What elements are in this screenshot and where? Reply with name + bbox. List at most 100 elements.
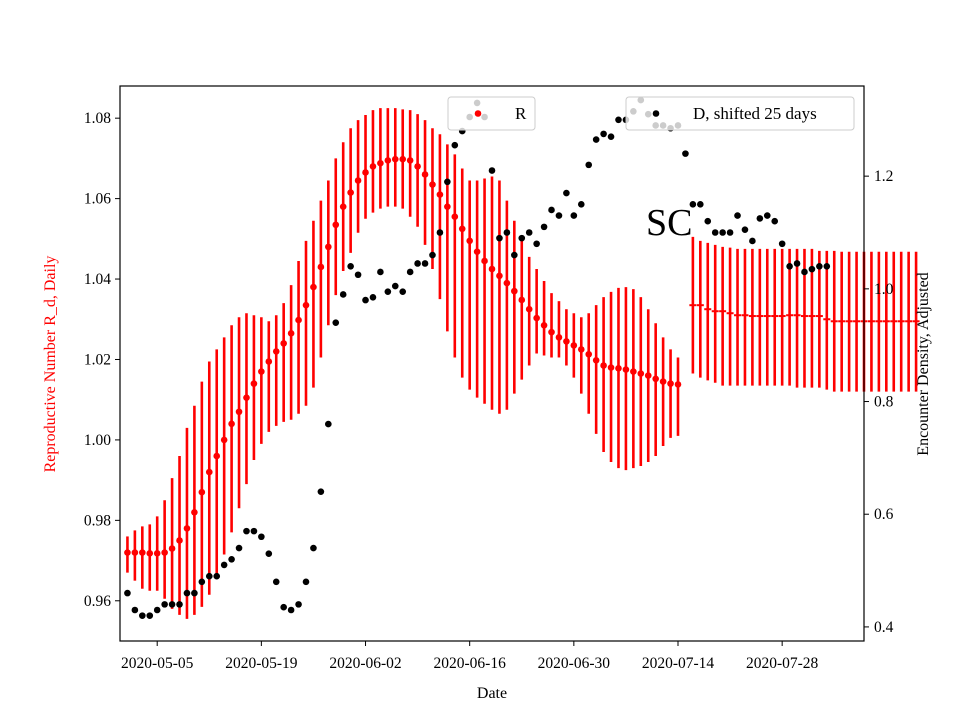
r-point	[406, 157, 414, 164]
legend-r-box	[447, 96, 536, 131]
d-point	[570, 212, 578, 219]
r-point	[139, 549, 146, 556]
d-point	[689, 201, 697, 208]
left-axis-label: Reproductive Number R_d, Daily	[42, 256, 59, 473]
d-point	[823, 263, 831, 270]
d-point	[191, 589, 198, 597]
d-point	[265, 550, 273, 557]
r-point	[220, 436, 228, 444]
d-point	[325, 420, 332, 428]
d-point	[563, 189, 570, 197]
r-point	[391, 155, 399, 163]
d-point	[332, 319, 340, 326]
x-tick-label: 2020-06-30	[538, 655, 611, 672]
d-point	[704, 217, 712, 225]
r-point	[473, 248, 481, 255]
legend-d-label: D, shifted 25 days	[693, 104, 817, 123]
r-point	[228, 420, 235, 428]
legend-d-marker	[652, 110, 660, 117]
r-point	[295, 316, 302, 324]
r-point	[146, 550, 154, 557]
d-point	[362, 296, 369, 304]
r-point	[533, 314, 540, 322]
r-point	[213, 452, 221, 460]
r-point	[183, 525, 191, 532]
d-point	[243, 527, 250, 535]
r-point	[198, 488, 206, 496]
r-points	[124, 155, 920, 557]
x-tick-label: 2020-07-28	[746, 655, 819, 672]
d-point	[451, 141, 459, 149]
d-point	[250, 527, 258, 535]
d-point	[607, 133, 615, 141]
d-point	[347, 263, 354, 270]
d-point	[369, 293, 377, 301]
r-point	[205, 468, 213, 476]
d-point	[183, 589, 191, 597]
r-point	[644, 372, 652, 379]
legend-d-box	[625, 96, 855, 131]
d-point	[801, 268, 808, 276]
d-point	[697, 201, 704, 208]
d-point	[816, 263, 823, 270]
r-point	[354, 177, 362, 184]
r-point	[399, 155, 407, 163]
r-point	[191, 509, 198, 516]
d-point	[139, 612, 146, 619]
d-point	[406, 268, 414, 276]
legend-r-marker	[474, 110, 482, 117]
d-point	[615, 116, 622, 124]
left-tick-label: 0.96	[84, 593, 111, 610]
r-point	[511, 287, 518, 295]
legend-d: D, shifted 25 days	[625, 96, 855, 131]
r-point	[414, 163, 421, 170]
r-point	[585, 350, 593, 358]
r-point	[235, 408, 243, 416]
x-axis-label: Date	[477, 685, 507, 702]
d-point	[384, 288, 392, 295]
d-point	[176, 601, 183, 608]
d-point	[540, 223, 548, 231]
d-point	[295, 601, 302, 608]
r-point	[302, 301, 310, 309]
left-tick-label: 1.04	[84, 271, 111, 288]
r-point	[436, 191, 444, 198]
d-point	[228, 555, 235, 563]
d-point	[711, 229, 719, 236]
r-point	[615, 365, 622, 372]
d-point	[131, 606, 139, 614]
d-point	[525, 229, 533, 236]
r-point	[652, 375, 659, 383]
r-point	[272, 348, 280, 355]
r-point	[592, 356, 600, 364]
r-point	[659, 378, 667, 385]
d-point	[778, 240, 786, 248]
d-point	[518, 234, 526, 242]
d-point	[726, 229, 734, 236]
d-point	[749, 237, 756, 245]
r-point	[131, 549, 139, 556]
d-point	[786, 263, 793, 270]
d-point	[235, 544, 243, 552]
right-tick-label: 0.4	[874, 619, 894, 636]
d-point	[161, 601, 168, 608]
r-point	[570, 342, 578, 349]
d-point	[503, 229, 511, 236]
d-point	[168, 601, 176, 608]
r-point	[458, 225, 466, 233]
right-tick-label: 1.0	[874, 281, 894, 298]
r-point	[377, 159, 384, 167]
x-tick-label: 2020-07-14	[642, 655, 715, 672]
legend-r: R	[447, 96, 536, 131]
d-point	[763, 212, 771, 219]
d-point	[600, 130, 607, 138]
r-point	[637, 370, 645, 377]
d-point	[808, 265, 816, 273]
r-point	[369, 163, 377, 170]
d-point	[198, 578, 206, 586]
x-axis-ticks: 2020-05-05 2020-05-19 2020-06-02 2020-06-16…	[121, 641, 819, 672]
d-point	[354, 271, 362, 279]
r-point	[496, 272, 503, 280]
left-tick-label: 0.98	[84, 512, 111, 529]
d-point	[399, 288, 407, 295]
